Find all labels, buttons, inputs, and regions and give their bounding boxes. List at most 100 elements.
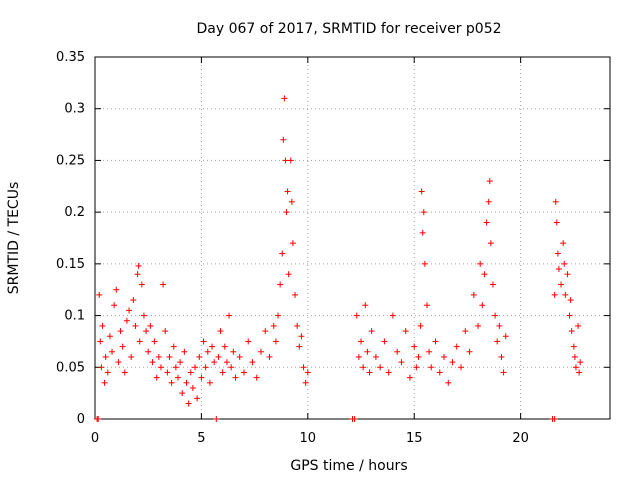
data-point	[145, 348, 152, 355]
data-point	[351, 416, 358, 422]
data-point	[164, 369, 171, 376]
data-point	[185, 400, 192, 407]
data-point	[123, 317, 130, 324]
data-point	[298, 333, 305, 340]
data-point	[209, 343, 216, 350]
data-point	[217, 328, 224, 335]
data-point	[360, 364, 367, 371]
data-point	[566, 312, 573, 319]
data-point	[106, 333, 113, 340]
data-point	[223, 359, 230, 366]
data-point	[187, 369, 194, 376]
chart-title: Day 067 of 2017, SRMTID for receiver p05…	[196, 21, 501, 37]
data-point	[202, 364, 209, 371]
x-axis-label: GPS time / hours	[290, 458, 407, 474]
y-tick-label: 0	[77, 412, 85, 427]
data-point	[294, 322, 301, 329]
x-tick-label: 5	[197, 431, 205, 446]
data-point	[128, 353, 135, 360]
data-point	[172, 364, 179, 371]
data-point	[249, 359, 256, 366]
data-point	[362, 302, 369, 309]
data-point	[115, 359, 122, 366]
data-point	[140, 312, 147, 319]
data-point	[381, 338, 388, 345]
data-point	[153, 374, 160, 381]
data-point	[155, 353, 162, 360]
data-point	[498, 353, 505, 360]
data-point	[136, 338, 143, 345]
data-point	[441, 353, 448, 360]
data-point	[423, 302, 430, 309]
data-point	[553, 219, 560, 226]
data-point	[568, 328, 575, 335]
data-point	[143, 328, 150, 335]
data-point	[283, 209, 290, 216]
data-point	[204, 348, 211, 355]
data-point	[253, 374, 260, 381]
y-tick-label: 0.3	[64, 102, 85, 117]
y-tick-label: 0.1	[64, 309, 85, 324]
data-point	[481, 271, 488, 278]
data-point	[126, 307, 133, 314]
data-point	[240, 369, 247, 376]
data-point	[406, 374, 413, 381]
data-point	[415, 353, 422, 360]
data-point	[287, 157, 294, 164]
data-point	[228, 364, 235, 371]
data-point	[300, 364, 307, 371]
data-point	[571, 353, 578, 360]
data-point	[194, 395, 201, 402]
data-point	[385, 369, 392, 376]
data-point	[453, 343, 460, 350]
data-point	[364, 348, 371, 355]
data-point	[477, 260, 484, 267]
data-point	[485, 198, 492, 205]
data-point	[99, 322, 106, 329]
data-point	[475, 322, 482, 329]
data-point	[134, 271, 141, 278]
data-point	[288, 198, 295, 205]
data-point	[572, 364, 579, 371]
data-point	[394, 348, 401, 355]
data-point	[426, 348, 433, 355]
grid	[95, 57, 610, 419]
data-point	[130, 297, 137, 304]
data-point	[166, 353, 173, 360]
data-point	[198, 374, 205, 381]
y-tick-label: 0.05	[56, 360, 85, 375]
data-point	[104, 369, 111, 376]
data-point	[502, 333, 509, 340]
data-point	[262, 328, 269, 335]
data-point	[421, 260, 428, 267]
data-point	[466, 348, 473, 355]
data-point	[117, 328, 124, 335]
y-tick-label: 0.25	[56, 153, 85, 168]
data-point	[479, 302, 486, 309]
data-point	[575, 322, 582, 329]
data-point	[576, 369, 583, 376]
data-point	[555, 266, 562, 273]
data-point	[151, 338, 158, 345]
data-point	[257, 348, 264, 355]
data-point	[487, 240, 494, 247]
x-tick-label: 20	[512, 431, 529, 446]
data-point	[177, 359, 184, 366]
data-point	[230, 348, 237, 355]
data-point	[236, 353, 243, 360]
data-point	[462, 328, 469, 335]
data-point	[561, 260, 568, 267]
data-point	[560, 240, 567, 247]
data-point	[570, 343, 577, 350]
data-point	[232, 374, 239, 381]
data-point	[552, 198, 559, 205]
data-point	[355, 353, 362, 360]
data-point	[458, 364, 465, 371]
data-point	[206, 379, 213, 386]
data-point	[132, 322, 139, 329]
data-point	[282, 157, 289, 164]
data-point	[113, 286, 120, 293]
data-point	[411, 343, 418, 350]
data-point	[226, 312, 233, 319]
data-point	[470, 291, 477, 298]
